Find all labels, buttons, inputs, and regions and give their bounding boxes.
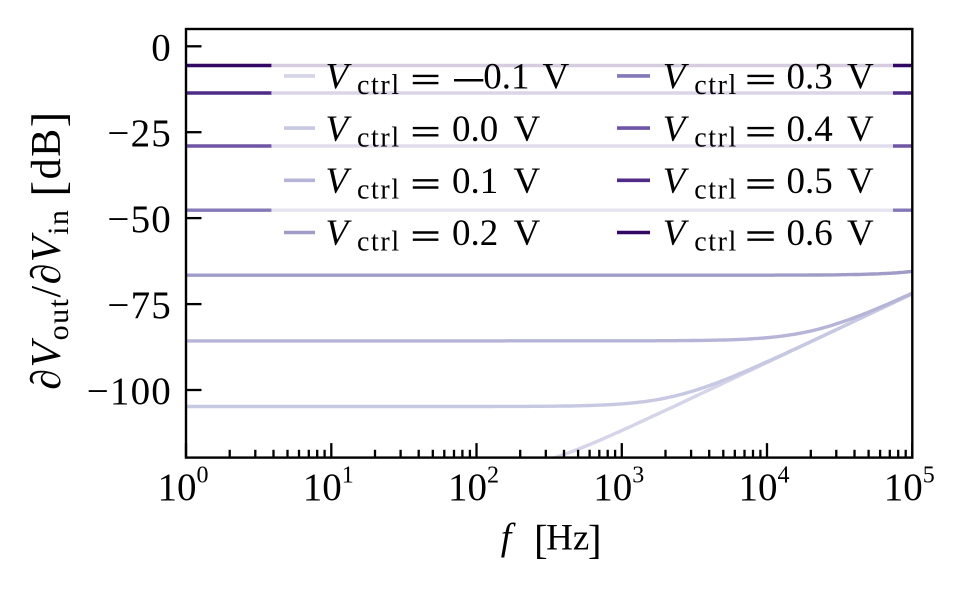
svg-text:102: 102 — [448, 463, 499, 509]
svg-text:V: V — [847, 213, 874, 254]
svg-text:−100: −100 — [87, 370, 172, 413]
svg-text:ctrl: ctrl — [357, 122, 401, 153]
svg-text:ctrl: ctrl — [694, 175, 738, 206]
svg-text:ctrl: ctrl — [694, 70, 738, 101]
svg-text:0.3: 0.3 — [787, 57, 833, 98]
svg-text:101: 101 — [303, 463, 354, 509]
svg-text:0.1: 0.1 — [483, 57, 529, 98]
svg-text:ctrl: ctrl — [357, 175, 401, 206]
svg-text:−75: −75 — [107, 284, 172, 327]
svg-text:ctrl: ctrl — [694, 122, 738, 153]
svg-text:0.2: 0.2 — [452, 213, 498, 254]
svg-text:V: V — [326, 161, 353, 202]
svg-text:0.4: 0.4 — [787, 109, 833, 150]
svg-text:ctrl: ctrl — [357, 70, 401, 101]
svg-text:V: V — [847, 57, 874, 98]
svg-text:V: V — [663, 213, 690, 254]
svg-text:V: V — [847, 161, 874, 202]
svg-text:−25: −25 — [107, 112, 172, 155]
svg-text:[Hz]: [Hz] — [534, 517, 601, 563]
svg-text:0.1: 0.1 — [452, 161, 498, 202]
svg-text:V: V — [663, 57, 690, 98]
svg-text:V: V — [326, 109, 353, 150]
svg-text:V: V — [663, 109, 690, 150]
svg-text:0: 0 — [151, 26, 172, 69]
svg-text:V: V — [514, 213, 541, 254]
svg-text:0.5: 0.5 — [787, 161, 833, 202]
svg-text:ctrl: ctrl — [694, 227, 738, 258]
svg-text:−50: −50 — [107, 198, 172, 241]
svg-text:V: V — [543, 57, 570, 98]
svg-text:V: V — [514, 109, 541, 150]
svg-text:V: V — [514, 161, 541, 202]
svg-text:V: V — [847, 109, 874, 150]
svg-text:0.6: 0.6 — [787, 213, 833, 254]
svg-text:∂Vout/∂Vin [dB]: ∂Vout/∂Vin [dB] — [23, 110, 75, 390]
svg-text:V: V — [326, 213, 353, 254]
svg-text:0.0: 0.0 — [452, 109, 498, 150]
svg-text:ctrl: ctrl — [357, 227, 401, 258]
svg-text:V: V — [326, 57, 353, 98]
svg-text:V: V — [663, 161, 690, 202]
